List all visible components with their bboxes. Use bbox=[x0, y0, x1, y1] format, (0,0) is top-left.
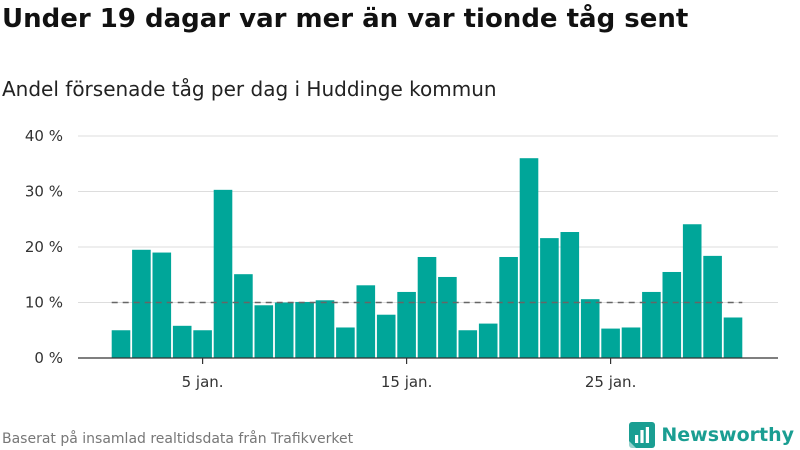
bar bbox=[601, 328, 620, 358]
bar bbox=[560, 232, 580, 358]
x-tick-label: 15 jan. bbox=[381, 373, 433, 391]
bar bbox=[336, 327, 355, 358]
bar bbox=[315, 300, 335, 358]
bar bbox=[519, 158, 539, 358]
brand: Newsworthy bbox=[628, 421, 794, 449]
bar bbox=[295, 301, 314, 358]
bar bbox=[682, 224, 702, 358]
bar bbox=[499, 256, 518, 358]
bar bbox=[621, 327, 641, 358]
newsworthy-logo-icon bbox=[629, 422, 656, 448]
bar bbox=[254, 305, 274, 358]
bar bbox=[193, 330, 212, 358]
bar bbox=[580, 299, 600, 358]
bar bbox=[478, 323, 498, 358]
bars bbox=[111, 158, 743, 358]
bar bbox=[540, 238, 559, 358]
y-tick-label: 20 % bbox=[25, 238, 63, 256]
bar bbox=[458, 330, 478, 358]
y-tick-label: 10 % bbox=[25, 294, 63, 312]
chart-title: Under 19 dagar var mer än var tionde tåg… bbox=[2, 4, 689, 34]
bar bbox=[213, 189, 233, 358]
bar bbox=[397, 291, 416, 358]
bar bbox=[438, 276, 457, 358]
brand-name: Newsworthy bbox=[661, 424, 794, 446]
y-tick-label: 30 % bbox=[25, 183, 63, 201]
bar bbox=[172, 325, 192, 358]
x-tick-label: 25 jan. bbox=[585, 373, 637, 391]
bar bbox=[723, 317, 743, 358]
bar bbox=[642, 291, 661, 358]
bar bbox=[132, 249, 151, 358]
y-tick-label: 40 % bbox=[25, 127, 63, 145]
bar bbox=[234, 274, 253, 358]
bar bbox=[662, 271, 682, 358]
y-tick-label: 0 % bbox=[34, 349, 63, 367]
bar bbox=[356, 285, 376, 358]
bar bbox=[376, 314, 396, 358]
bar bbox=[703, 255, 722, 358]
x-tick-label: 5 jan. bbox=[182, 373, 224, 391]
axes: 0 % 10 % 20 % 30 % 40 % 5 jan. 15 jan. 25 jan. bbox=[25, 127, 778, 391]
bar bbox=[274, 302, 294, 358]
bar bbox=[417, 256, 437, 358]
bar bbox=[111, 330, 131, 358]
bar bbox=[152, 252, 172, 358]
chart-subtitle: Andel försenade tåg per dag i Huddinge k… bbox=[2, 77, 497, 101]
source-note: Baserat på insamlad realtidsdata från Tr… bbox=[2, 431, 354, 447]
